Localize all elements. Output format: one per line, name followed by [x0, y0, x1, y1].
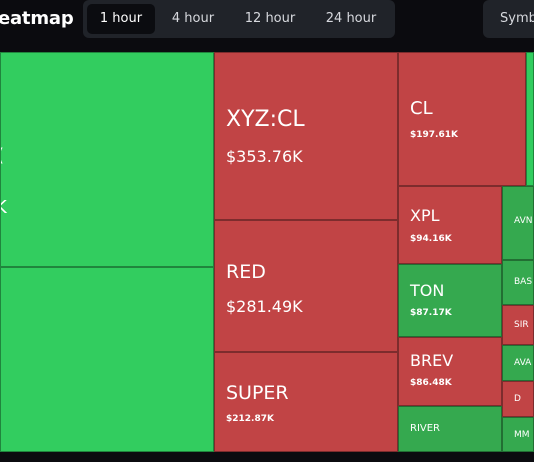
tile-left-top-glyph-3: K: [1, 197, 7, 218]
tile-symbol: D: [514, 394, 521, 404]
bottom-strip: [0, 452, 534, 462]
tile-symbol: RIVER: [410, 423, 441, 434]
tile-right-edge[interactable]: [526, 52, 534, 186]
tile-symbol: RED: [226, 261, 266, 283]
tile-symbol: MM: [514, 430, 530, 440]
tile-symbol: SIR: [514, 320, 529, 330]
tile-symbol: TON: [410, 281, 445, 300]
tile-ton[interactable]: TON $87.17K: [398, 264, 502, 337]
tile-d[interactable]: D: [502, 381, 534, 417]
tile-xpl[interactable]: XPL $94.16K: [398, 186, 502, 264]
tab-1-hour[interactable]: 1 hour: [87, 4, 155, 34]
tile-left-top-glyph-1: :: [1, 117, 3, 138]
tile-left-bottom[interactable]: [0, 267, 214, 452]
tab-4-hour[interactable]: 4 hour: [171, 11, 215, 26]
tile-ava[interactable]: AVA: [502, 345, 534, 381]
tile-symbol: AVA: [514, 358, 532, 368]
tile-value: $353.76K: [226, 147, 303, 166]
page-title: leatmap: [0, 8, 74, 29]
tile-super[interactable]: SUPER $212.87K: [214, 352, 398, 452]
time-range-tabs: 1 hour 4 hour 12 hour 24 hour: [83, 0, 395, 38]
tile-sir[interactable]: SIR: [502, 305, 534, 345]
tile-symbol: BAS: [514, 277, 533, 287]
tile-value: $281.49K: [226, 297, 303, 316]
tile-value: $94.16K: [410, 234, 452, 244]
tile-left-top-glyph-2: (: [1, 145, 4, 166]
tile-xyz-cl[interactable]: XYZ:CL $353.76K: [214, 52, 398, 220]
tile-symbol: XYZ:CL: [226, 107, 305, 132]
tile-symbol: AVN: [514, 216, 533, 226]
top-bar: leatmap 1 hour 4 hour 12 hour 24 hour Sy…: [0, 0, 534, 42]
tile-left-top[interactable]: : ( K: [0, 52, 214, 267]
tab-12-hour[interactable]: 12 hour: [244, 11, 296, 26]
tab-24-hour[interactable]: 24 hour: [325, 11, 377, 26]
tile-value: $197.61K: [410, 130, 458, 140]
symbol-filter-button[interactable]: Symb: [483, 0, 534, 38]
heatmap: : ( K XYZ:CL $353.76K CL $197.61K RED $2…: [0, 52, 534, 452]
tile-river[interactable]: RIVER: [398, 406, 502, 452]
tile-cl[interactable]: CL $197.61K: [398, 52, 526, 186]
tile-red[interactable]: RED $281.49K: [214, 220, 398, 352]
tile-mm[interactable]: MM: [502, 417, 534, 452]
tile-value: $212.87K: [226, 414, 274, 424]
tile-symbol: CL: [410, 98, 433, 119]
tile-brev[interactable]: BREV $86.48K: [398, 337, 502, 406]
tile-bas[interactable]: BAS: [502, 260, 534, 305]
tile-value: $87.17K: [410, 308, 452, 318]
tile-symbol: SUPER: [226, 382, 289, 404]
tile-value: $86.48K: [410, 378, 452, 388]
tile-symbol: BREV: [410, 351, 454, 370]
tile-avn[interactable]: AVN: [502, 186, 534, 260]
tile-symbol: XPL: [410, 206, 440, 225]
